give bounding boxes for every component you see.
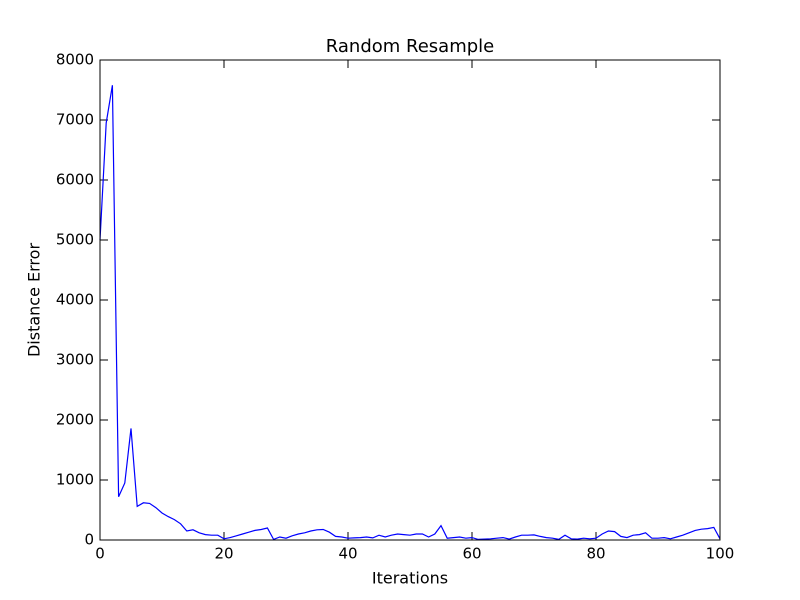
x-tick-label: 40 — [338, 545, 357, 563]
y-tick-label: 7000 — [56, 111, 94, 129]
x-tick-label: 20 — [214, 545, 233, 563]
y-tick-label: 1000 — [56, 471, 94, 489]
y-tick-label: 4000 — [56, 291, 94, 309]
y-tick-label: 2000 — [56, 411, 94, 429]
y-tick-label: 0 — [84, 531, 94, 549]
x-tick-label: 100 — [706, 545, 735, 563]
y-tick-label: 8000 — [56, 51, 94, 69]
x-tick-label: 80 — [586, 545, 605, 563]
y-axis-label: Distance Error — [25, 243, 44, 357]
x-axis-label: Iterations — [372, 569, 448, 588]
data-line — [99, 85, 721, 541]
plot-frame — [99, 59, 721, 541]
y-tick-label: 6000 — [56, 171, 94, 189]
x-tick-label: 60 — [462, 545, 481, 563]
x-tick-label: 0 — [95, 545, 105, 563]
chart-title: Random Resample — [326, 36, 494, 57]
y-tick-label: 3000 — [56, 351, 94, 369]
y-tick-label: 5000 — [56, 231, 94, 249]
